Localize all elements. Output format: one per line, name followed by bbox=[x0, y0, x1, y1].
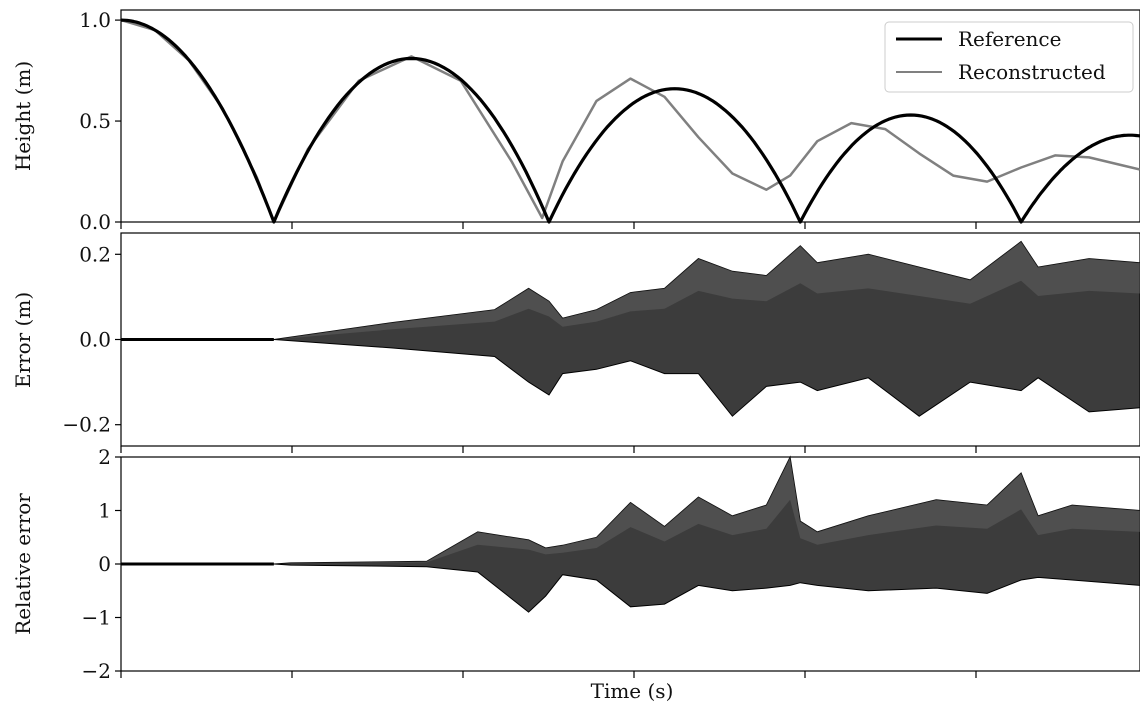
height-ylabel: Height (m) bbox=[11, 61, 35, 171]
error-envelope-area bbox=[121, 455, 1140, 613]
ytick-label: 0.0 bbox=[79, 210, 111, 234]
height-series bbox=[120, 18, 1140, 224]
relative-error-ylabel: Relative error bbox=[11, 493, 35, 635]
legend-reconstructed-label: Reconstructed bbox=[958, 60, 1106, 84]
error-yticks: −0.2 0.0 0.2 bbox=[62, 242, 121, 437]
error-envelope-light-band bbox=[121, 241, 1140, 340]
error-series bbox=[121, 240, 1140, 417]
relative-error-panel: Relative error Time (s) −2 −1 0 1 2 bbox=[11, 445, 1140, 703]
error-ylabel: Error (m) bbox=[11, 292, 35, 388]
height-xticks bbox=[120, 222, 977, 229]
ytick-label: −2 bbox=[82, 659, 111, 683]
relative-error-yticks: −2 −1 0 1 2 bbox=[82, 445, 121, 683]
relative-error-xticks bbox=[120, 671, 977, 678]
ytick-label: 0.0 bbox=[79, 328, 111, 352]
ytick-label: 1 bbox=[98, 499, 111, 523]
error-panel: Error (m) −0.2 0.0 0.2 bbox=[11, 232, 1140, 453]
height-plot-frame bbox=[120, 9, 1140, 223]
error-envelope-light-band bbox=[121, 457, 1140, 564]
relative-error-series bbox=[121, 455, 1140, 613]
ytick-label: 2 bbox=[98, 445, 111, 469]
error-envelope-area bbox=[121, 240, 1140, 417]
legend: Reference Reconstructed bbox=[884, 21, 1134, 93]
ytick-label: 0 bbox=[98, 552, 111, 576]
ytick-label: −1 bbox=[82, 606, 111, 630]
series-reference-line bbox=[120, 18, 1140, 224]
xlabel: Time (s) bbox=[591, 679, 674, 703]
ytick-label: 0.2 bbox=[79, 242, 111, 266]
ytick-label: 0.5 bbox=[79, 109, 111, 133]
error-xticks bbox=[120, 446, 977, 453]
height-yticks: 0.0 0.5 1.0 bbox=[79, 8, 121, 234]
ytick-label: −0.2 bbox=[62, 413, 111, 437]
legend-box bbox=[884, 21, 1134, 93]
height-panel: Height (m) 0.0 0.5 1.0 Reference Reconstru… bbox=[11, 8, 1140, 234]
legend-reference-label: Reference bbox=[958, 27, 1061, 51]
ytick-label: 1.0 bbox=[79, 8, 111, 32]
